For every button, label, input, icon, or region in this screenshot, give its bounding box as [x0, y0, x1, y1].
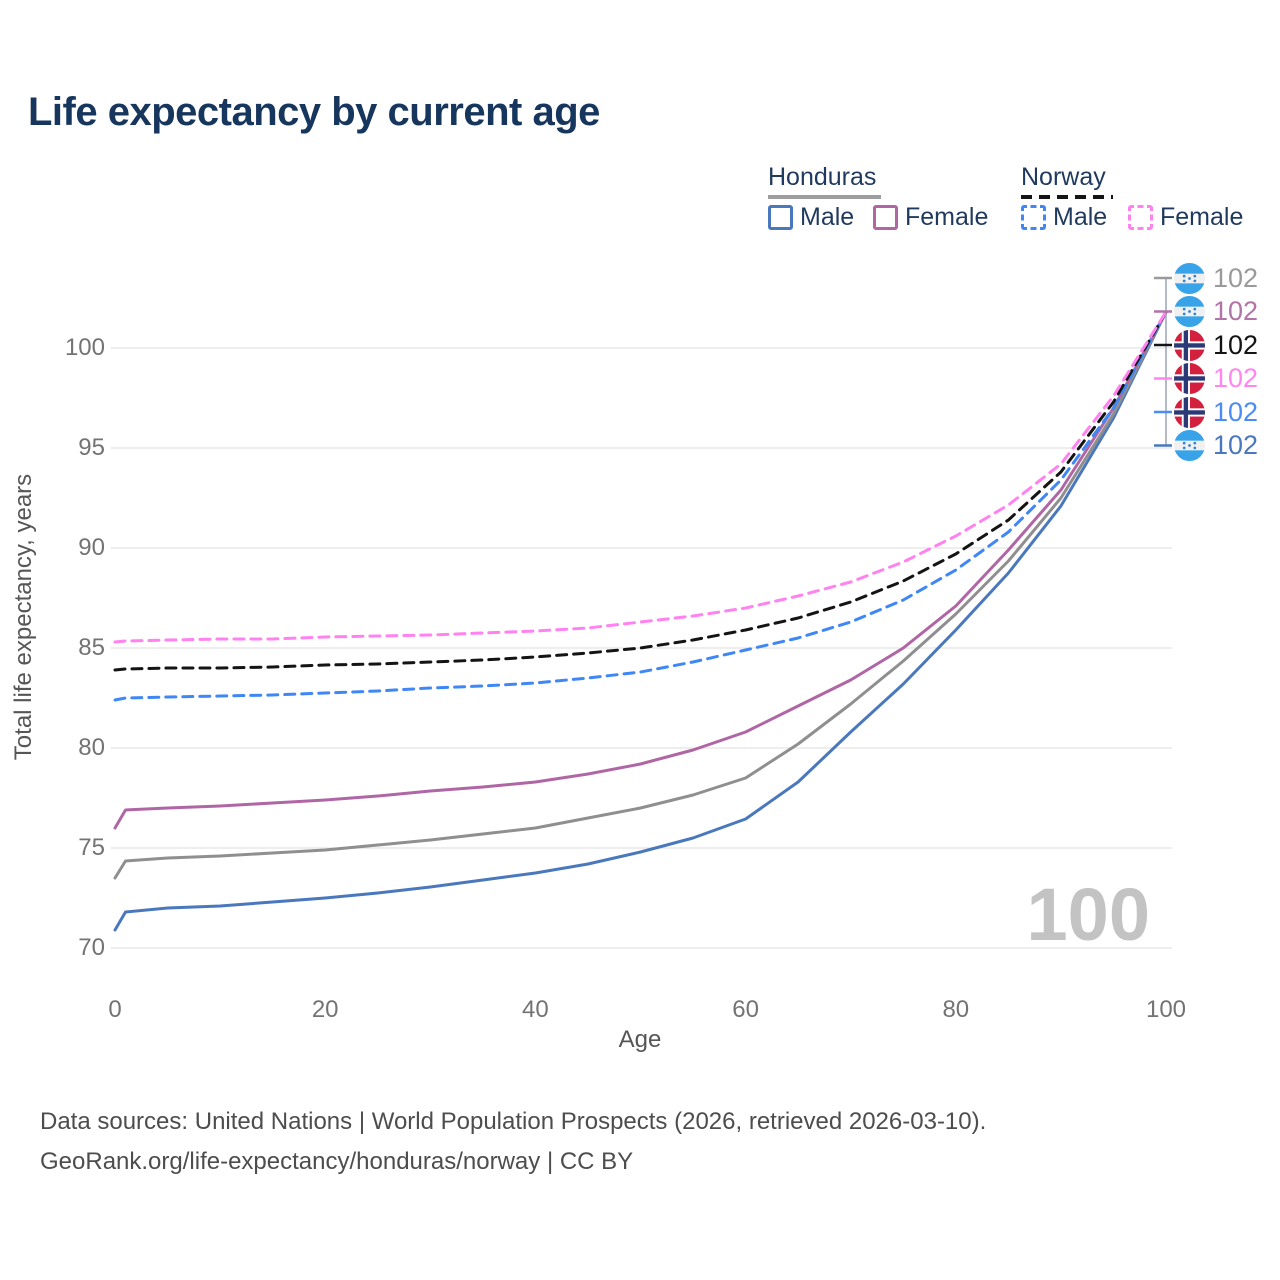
legend-label-honduras-female: Female [905, 203, 989, 231]
legend-group-honduras[interactable]: Honduras [768, 163, 881, 199]
norway-flag-icon [1174, 363, 1205, 394]
x-tick-label: 100 [1145, 996, 1187, 1023]
footer-data-sources: Data sources: United Nations | World Pop… [40, 1108, 987, 1135]
end-label-value: 102 [1213, 329, 1259, 360]
end-label-value: 102 [1213, 296, 1259, 326]
legend-group-norway[interactable]: Norway [1021, 163, 1113, 199]
y-axis-title: Total life expectancy, years [10, 473, 37, 761]
y-tick-label: 95 [78, 434, 105, 461]
legend-underline-norway [1021, 195, 1113, 199]
end-label-value: 102 [1213, 430, 1259, 460]
y-tick-label: 75 [78, 834, 105, 861]
legend-header-norway: Norway [1021, 163, 1106, 191]
legend-label-norway-female: Female [1160, 203, 1244, 231]
y-tick-label: 90 [78, 534, 105, 561]
end-label-value: 102 [1213, 396, 1259, 427]
legend-checkbox-honduras-male[interactable] [768, 205, 793, 230]
legend-header-honduras: Honduras [768, 163, 877, 191]
honduras-flag-icon [1174, 296, 1205, 327]
legend-item-honduras-male[interactable]: Male [768, 203, 854, 232]
legend-item-norway-female[interactable]: Female [1128, 203, 1243, 232]
end-label-value: 102 [1213, 363, 1259, 393]
legend-checkbox-norway-female[interactable] [1128, 205, 1153, 230]
end-label-row: 102 [1174, 430, 1258, 461]
x-tick-label: 60 [732, 996, 759, 1023]
legend-item-honduras-female[interactable]: Female [873, 203, 988, 232]
legend-checkbox-norway-male[interactable] [1021, 205, 1046, 230]
x-tick-label: 0 [108, 996, 122, 1023]
honduras-flag-icon [1174, 430, 1205, 461]
legend-label-norway-male: Male [1053, 203, 1108, 231]
series-line-norway_total [113, 310, 1168, 672]
legend-item-norway-male[interactable]: Male [1021, 203, 1107, 232]
end-label-row: 102 [1174, 329, 1259, 361]
series-line-honduras_female [113, 310, 1168, 830]
end-label-value: 102 [1213, 262, 1259, 293]
end-label-row: 102 [1174, 296, 1258, 327]
honduras-flag-icon [1174, 262, 1205, 294]
x-tick-label: 80 [942, 996, 970, 1023]
end-label-row: 102 [1174, 363, 1258, 394]
chart-title: Life expectancy by current age [28, 90, 600, 134]
legend-label-honduras-male: Male [800, 203, 855, 231]
series-line-honduras_male [113, 310, 1168, 932]
legend-underline-honduras [768, 195, 881, 199]
y-tick-label: 85 [78, 634, 105, 661]
x-tick-label: 20 [311, 996, 339, 1023]
series-line-honduras_total [113, 310, 1168, 880]
x-axis-title: Age [618, 1026, 662, 1053]
series-line-norway_male [113, 310, 1168, 702]
y-tick-label: 70 [78, 934, 105, 961]
end-label-row: 102 [1174, 262, 1259, 294]
end-label-row: 102 [1174, 396, 1259, 428]
x-tick-label: 40 [522, 996, 549, 1023]
y-tick-label: 80 [78, 734, 105, 761]
legend-checkbox-honduras-female[interactable] [873, 205, 898, 230]
series-line-norway_female [113, 310, 1168, 644]
norway-flag-icon [1174, 329, 1205, 361]
y-tick-label: 100 [64, 334, 105, 361]
norway-flag-icon [1174, 396, 1205, 428]
age-watermark: 100 [1026, 873, 1150, 956]
footer-attribution: GeoRank.org/life-expectancy/honduras/nor… [40, 1148, 634, 1175]
